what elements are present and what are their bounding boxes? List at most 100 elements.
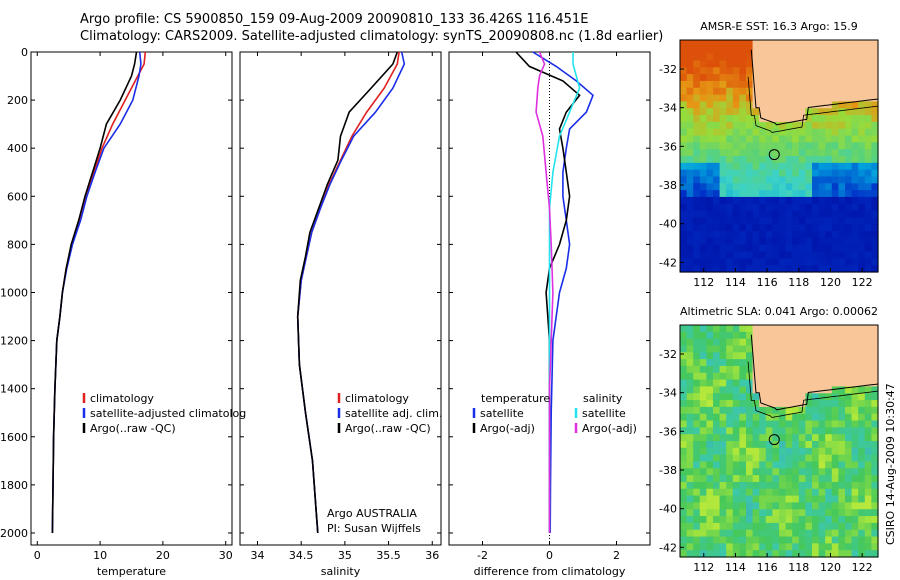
ocean-cell — [699, 196, 707, 205]
ocean-cell — [693, 115, 701, 123]
ocean-cell — [798, 468, 806, 476]
ocean-cell — [838, 400, 846, 408]
ocean-cell — [719, 149, 727, 157]
ocean-cell — [871, 169, 879, 178]
ocean-cell — [726, 156, 734, 164]
ocean-cell — [759, 237, 767, 246]
ocean-cell — [759, 550, 767, 558]
ocean-cell — [752, 135, 760, 143]
ocean-cell — [680, 434, 688, 442]
ocean-cell — [792, 516, 800, 524]
land-cell — [779, 386, 787, 394]
ocean-cell — [739, 461, 747, 469]
ocean-cell — [693, 190, 701, 198]
ocean-cell — [792, 502, 800, 510]
ocean-cell — [845, 441, 853, 449]
land-cell — [785, 46, 793, 55]
x-tick-label: 118 — [788, 561, 809, 574]
ocean-cell — [746, 53, 754, 62]
land-cell — [759, 379, 767, 388]
ocean-cell — [851, 196, 859, 205]
ocean-cell — [719, 258, 727, 266]
land-cell — [779, 53, 787, 62]
ocean-cell — [726, 529, 734, 538]
ocean-cell — [739, 495, 747, 504]
ocean-cell — [686, 183, 694, 191]
ocean-cell — [831, 156, 839, 164]
land-cell — [851, 338, 859, 347]
ocean-cell — [726, 190, 734, 198]
ocean-cell — [686, 196, 694, 205]
ocean-cell — [785, 536, 793, 544]
y-tick-label: 200 — [7, 94, 28, 107]
ocean-cell — [719, 156, 727, 164]
land-cell — [818, 338, 826, 347]
ocean-cell — [779, 142, 787, 150]
land-cell — [772, 338, 780, 347]
ocean-cell — [851, 393, 859, 401]
land-cell — [759, 80, 767, 89]
land-cell — [752, 345, 760, 353]
ocean-cell — [752, 156, 760, 164]
ocean-cell — [746, 393, 754, 401]
land-cell — [792, 352, 800, 360]
land-cell — [759, 40, 767, 48]
ocean-cell — [719, 550, 727, 558]
ocean-cell — [739, 475, 747, 483]
ocean-cell — [739, 441, 747, 449]
ocean-cell — [706, 522, 714, 531]
ocean-cell — [858, 543, 866, 551]
ocean-cell — [818, 543, 826, 551]
ocean-cell — [686, 529, 694, 538]
ocean-cell — [706, 251, 714, 259]
ocean-cell — [825, 128, 833, 137]
land-cell — [752, 325, 760, 333]
ocean-cell — [752, 231, 760, 239]
ocean-cell — [818, 420, 826, 428]
land-cell — [851, 80, 859, 89]
ocean-cell — [805, 516, 813, 524]
ocean-cell — [699, 217, 707, 225]
land-cell — [792, 40, 800, 48]
ocean-cell — [706, 46, 714, 55]
legend-label: climatology — [90, 392, 154, 405]
ocean-cell — [732, 53, 740, 62]
ocean-cell — [706, 400, 714, 408]
ocean-cell — [746, 386, 754, 394]
ocean-cell — [785, 413, 793, 422]
ocean-cell — [686, 217, 694, 225]
ocean-cell — [713, 115, 721, 123]
land-cell — [779, 60, 787, 68]
ocean-cell — [719, 359, 727, 367]
ocean-cell — [838, 265, 846, 273]
land-cell — [831, 87, 839, 96]
ocean-cell — [779, 529, 787, 538]
ocean-cell — [838, 454, 846, 463]
land-cell — [779, 352, 787, 360]
ocean-cell — [851, 108, 859, 116]
land-cell — [759, 345, 767, 353]
ocean-cell — [732, 454, 740, 463]
ocean-cell — [686, 447, 694, 456]
ocean-cell — [706, 142, 714, 150]
ocean-cell — [772, 162, 780, 171]
land-cell — [812, 67, 820, 75]
ocean-cell — [699, 128, 707, 137]
ocean-cell — [706, 156, 714, 164]
ocean-cell — [779, 190, 787, 198]
ocean-cell — [686, 386, 694, 394]
ocean-cell — [713, 60, 721, 68]
ocean-cell — [739, 550, 747, 558]
ocean-cell — [779, 420, 787, 428]
ocean-cell — [831, 495, 839, 504]
ocean-cell — [706, 359, 714, 367]
ocean-cell — [759, 217, 767, 225]
ocean-cell — [693, 345, 701, 353]
ocean-cell — [693, 169, 701, 178]
ocean-cell — [746, 74, 754, 82]
coastline — [750, 334, 879, 411]
ocean-cell — [765, 142, 773, 150]
series-line — [535, 51, 554, 533]
ocean-cell — [845, 488, 853, 497]
ocean-cell — [765, 121, 773, 130]
